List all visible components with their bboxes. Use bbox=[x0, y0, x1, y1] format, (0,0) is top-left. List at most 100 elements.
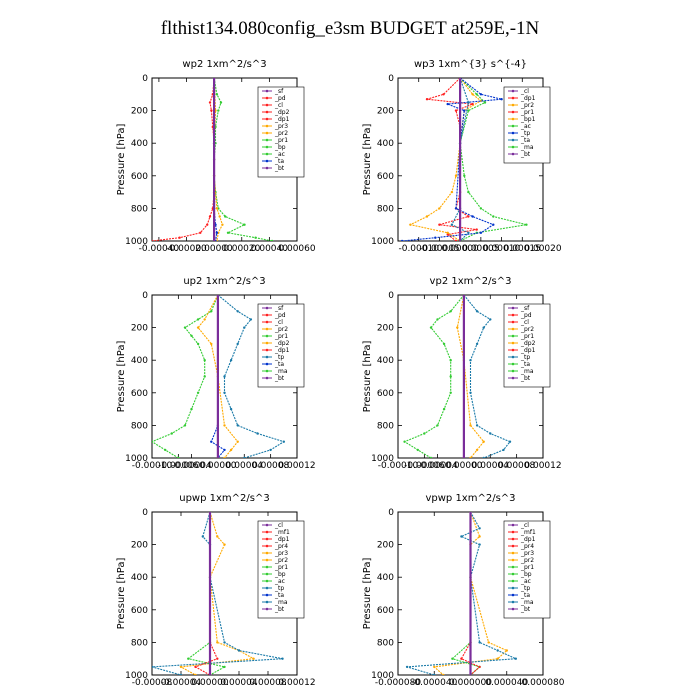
legend-label: _pd bbox=[520, 312, 532, 319]
legend-label: _pr1 bbox=[520, 333, 534, 340]
legend-marker bbox=[511, 341, 515, 345]
series-point-pr1 bbox=[224, 215, 227, 218]
series-point-pr2 bbox=[194, 673, 197, 675]
legend-label: _bt bbox=[520, 151, 531, 158]
legend-marker bbox=[265, 376, 269, 380]
series-group bbox=[405, 512, 517, 675]
y-axis-label: Pressure [hPa] bbox=[116, 341, 127, 413]
legend-marker bbox=[265, 138, 269, 142]
series-point-tp bbox=[514, 657, 517, 660]
series-point-dp1 bbox=[199, 231, 202, 234]
series-point-pr2 bbox=[496, 657, 499, 660]
legend-marker bbox=[265, 530, 269, 534]
series-point-pr2 bbox=[215, 207, 219, 210]
series-point-pr2 bbox=[433, 665, 436, 669]
legend-label: _cl bbox=[274, 102, 283, 109]
legend-label: _ta bbox=[520, 592, 530, 599]
y-tick-label: 1000 bbox=[371, 671, 394, 681]
legend-label: _bp bbox=[274, 144, 286, 151]
legend-marker bbox=[265, 117, 269, 121]
legend-marker bbox=[265, 593, 269, 597]
series-group bbox=[152, 78, 274, 241]
y-tick-label: 400 bbox=[377, 573, 394, 583]
series-point-ac bbox=[483, 101, 487, 104]
panel-title: vpwp 1xm^2/s^3 bbox=[425, 493, 515, 504]
figure-title: flthist134.080config_e3sm BUDGET at259E,… bbox=[160, 18, 540, 39]
x-tick-label: 0.00000 bbox=[442, 244, 479, 254]
series-point-tp bbox=[236, 424, 239, 427]
series-point-pr2 bbox=[236, 440, 239, 443]
legend-marker bbox=[265, 558, 269, 562]
y-tick-label: 200 bbox=[377, 324, 394, 334]
legend-marker bbox=[511, 362, 515, 366]
legend-label: _pr3 bbox=[274, 550, 288, 557]
panel-4: vp2 1xm^2/s^3 Pressure [hPa] 0 200 400 600 800… bbox=[362, 276, 562, 471]
legend-box bbox=[257, 86, 305, 178]
series-point-pr1 bbox=[219, 101, 223, 104]
series-point-dp1 bbox=[208, 101, 212, 104]
legend-label: _pd bbox=[274, 312, 286, 319]
x-tick-label: -0.00010 bbox=[398, 244, 439, 254]
series-point-pr1 bbox=[403, 440, 406, 443]
series-point-pr2 bbox=[469, 424, 472, 427]
x-tick-label: -0.00010 bbox=[378, 461, 419, 471]
series-point-pr1 bbox=[270, 239, 274, 241]
x-tick-label: 0.00008 bbox=[498, 461, 535, 471]
series-point-tp bbox=[152, 665, 154, 669]
x-tick-label: 0.00004 bbox=[226, 461, 263, 471]
series-point-tp bbox=[434, 236, 437, 239]
x-tick-label: 0.000000 bbox=[449, 678, 492, 688]
legend-label: _dp1 bbox=[274, 347, 290, 354]
x-tick-label: 0.00000 bbox=[191, 678, 228, 688]
legend-label: _dp1 bbox=[520, 95, 536, 102]
series-point-pr2 bbox=[203, 318, 206, 321]
panel-title: up2 1xm^2/s^3 bbox=[183, 276, 265, 287]
x-tick-label: -0.00040 bbox=[139, 244, 180, 254]
legend-marker bbox=[265, 537, 269, 541]
legend-marker bbox=[265, 607, 269, 611]
legend-marker bbox=[265, 327, 269, 331]
legend-label: _ta bbox=[274, 158, 284, 165]
series-point-ta bbox=[210, 440, 213, 443]
legend-marker bbox=[511, 537, 515, 541]
series-point-pr2 bbox=[223, 424, 226, 427]
legend-marker bbox=[511, 607, 515, 611]
legend-marker bbox=[265, 306, 269, 310]
series-point-tp bbox=[256, 432, 259, 435]
x-tick-label: -0.00004 bbox=[417, 461, 458, 471]
x-tick-label: 0.00012 bbox=[524, 461, 561, 471]
y-tick-label: 600 bbox=[377, 389, 394, 399]
series-point-tp bbox=[492, 223, 495, 226]
legend-marker bbox=[511, 376, 515, 380]
legend-marker bbox=[265, 334, 269, 338]
series-group bbox=[403, 295, 512, 458]
legend-marker bbox=[511, 313, 515, 317]
series-point-tp bbox=[400, 239, 404, 241]
legend-marker bbox=[511, 110, 515, 114]
series-point-pr1 bbox=[423, 432, 426, 435]
series-point-pr1 bbox=[152, 440, 154, 443]
series-point-tp bbox=[454, 207, 458, 210]
legend-marker bbox=[265, 600, 269, 604]
x-tick-label: 0.00040 bbox=[251, 244, 288, 254]
legend-marker bbox=[265, 579, 269, 583]
series-point-ac bbox=[467, 190, 470, 194]
series-point-pr1 bbox=[254, 236, 257, 239]
series-point-tp bbox=[229, 359, 233, 362]
legend-label: _pr3 bbox=[274, 123, 288, 130]
x-tick-label: -0.00010 bbox=[132, 461, 173, 471]
series-point-pr1 bbox=[196, 342, 200, 346]
series-line-tp bbox=[217, 295, 286, 458]
legend-marker bbox=[265, 159, 269, 163]
series-point-pr1 bbox=[183, 424, 187, 427]
legend-marker bbox=[511, 327, 515, 331]
legend-box bbox=[503, 86, 551, 164]
legend-marker bbox=[511, 138, 515, 142]
series-group bbox=[400, 78, 528, 241]
legend-marker bbox=[511, 306, 515, 310]
series-point-ta bbox=[450, 223, 454, 226]
series-point-bt bbox=[458, 239, 462, 241]
series-point-pr2 bbox=[221, 223, 224, 226]
series-point-pr1 bbox=[196, 318, 200, 321]
legend-label: _ac bbox=[520, 578, 531, 585]
